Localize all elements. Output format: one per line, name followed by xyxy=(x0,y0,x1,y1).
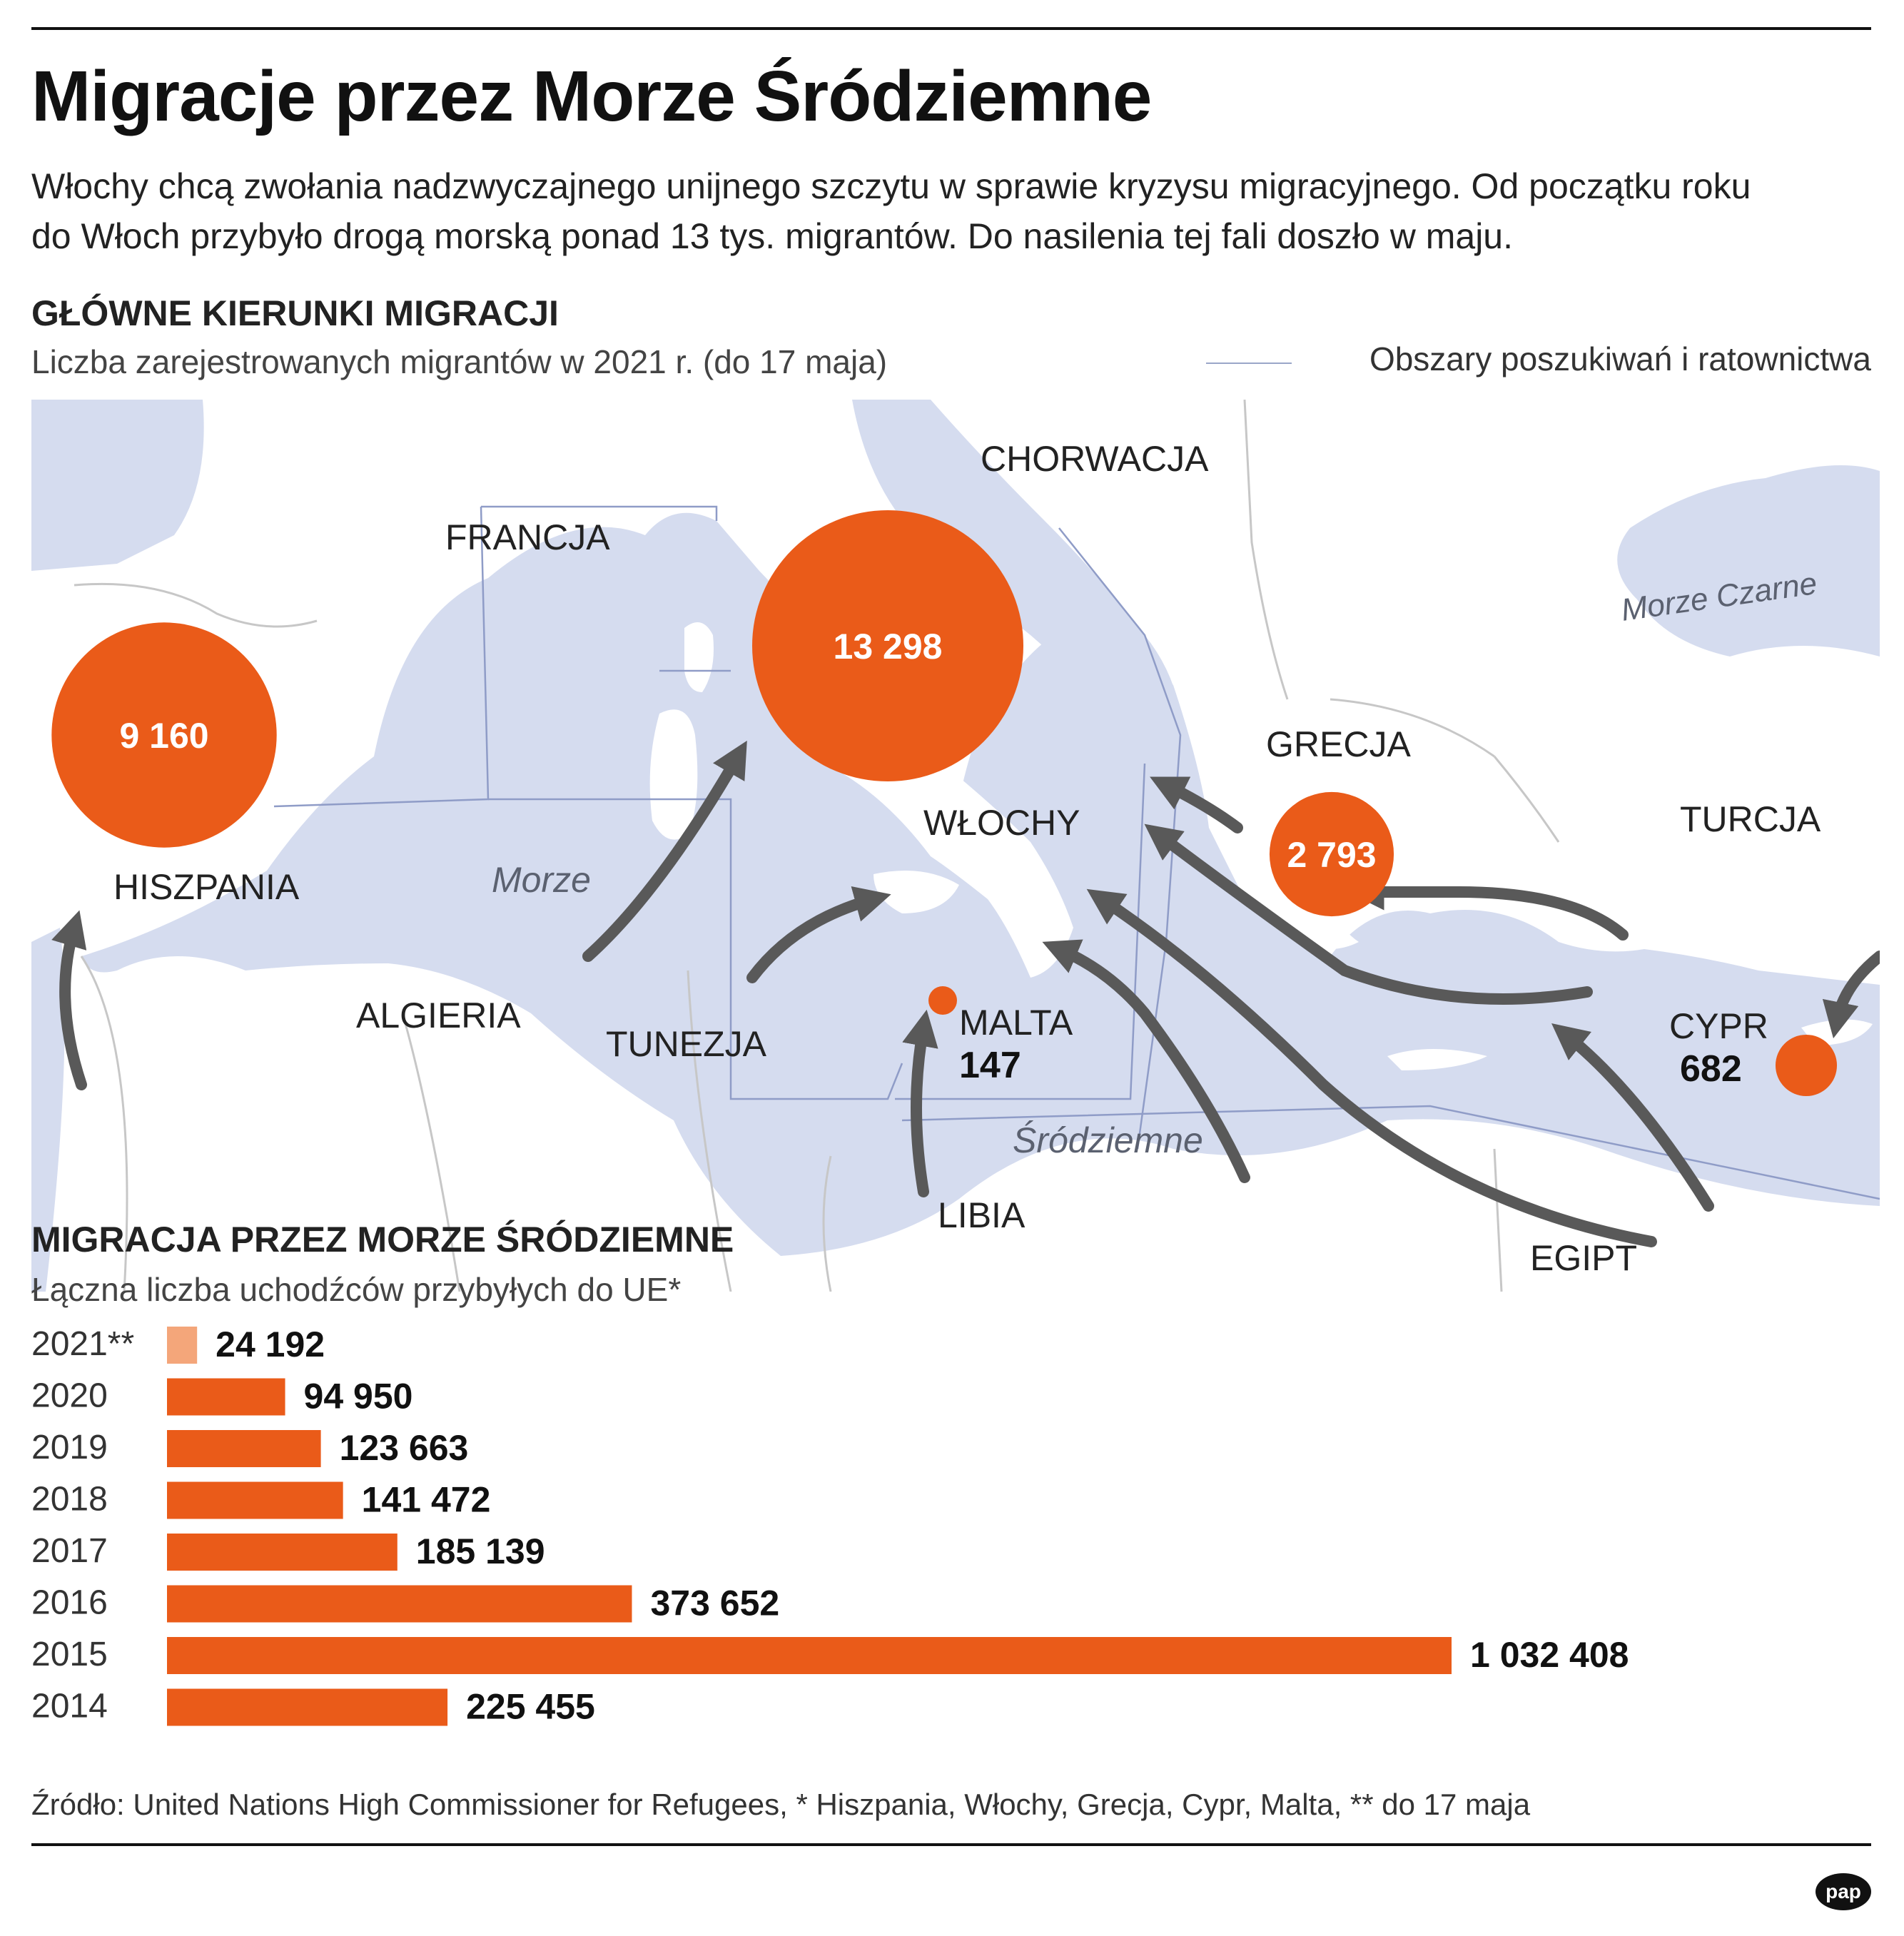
arrow-algeria-to-sardinia xyxy=(582,740,747,962)
label-chorwacja: CHORWACJA xyxy=(981,439,1209,479)
label-grecja: GRECJA xyxy=(1266,724,1411,764)
label-cypr: CYPR xyxy=(1669,1006,1768,1046)
bubble-włochy xyxy=(752,510,1023,781)
bar-value-label: 225 455 xyxy=(466,1687,595,1727)
bubble-grecja xyxy=(1269,791,1394,917)
label-morze: Morze xyxy=(492,860,591,900)
bar-chart-subtitle: Łączna liczba uchodźców przybyłych do UE… xyxy=(31,1271,682,1308)
migration-map: 9 160 13 298 2 793 FRANCJA CHORWACJA HISZP… xyxy=(31,400,1880,1292)
bottom-rule xyxy=(31,1843,1871,1846)
map-legend: Obszary poszukiwań i ratownictwa xyxy=(1206,340,1871,382)
sar-line-swatch xyxy=(1206,363,1292,364)
bubble-label-włochy: 13 298 xyxy=(834,627,943,667)
label-francja: FRANCJA xyxy=(445,517,610,557)
bar-2017 xyxy=(167,1534,397,1571)
value-malta: 147 xyxy=(959,1045,1021,1086)
value-cypr: 682 xyxy=(1680,1048,1742,1090)
bar-value-label: 94 950 xyxy=(304,1377,413,1416)
bar-2019 xyxy=(167,1430,321,1467)
bar-2018 xyxy=(167,1481,343,1519)
bar-category-label: 2014 xyxy=(31,1688,108,1725)
bar-value-label: 1 032 408 xyxy=(1470,1635,1629,1675)
bar-category-label: 2016 xyxy=(31,1584,108,1622)
label-tunezja: TUNEZJA xyxy=(606,1024,767,1064)
source-note: Źródło: United Nations High Commissioner… xyxy=(31,1788,1531,1821)
arrow-libya-to-italy xyxy=(1042,939,1250,1183)
bar-value-label: 123 663 xyxy=(340,1428,469,1468)
label-malta: MALTA xyxy=(959,1003,1073,1043)
bar-category-label: 2015 xyxy=(31,1636,108,1673)
lead-line-2: do Włoch przybyło drogą morską ponad 13 … xyxy=(31,216,1514,256)
arrow-turkey-to-italy xyxy=(1144,823,1593,1005)
bubble-label-grecja: 2 793 xyxy=(1287,835,1376,875)
bar-chart: 2021** 24 192 2020 94 950 2019 123 663 2018 141… xyxy=(31,1324,1629,1727)
arrow-to-cyprus xyxy=(1822,951,1880,1039)
page-title: Migracje przez Morze Śródziemne xyxy=(31,56,1152,136)
arrow-to-spain xyxy=(51,910,87,1090)
bar-2015 xyxy=(167,1637,1452,1674)
top-rule xyxy=(31,27,1871,30)
lead-line-1: Włochy chcą zwołania nadzwyczajnego unij… xyxy=(31,166,1751,206)
bar-category-label: 2020 xyxy=(31,1377,108,1415)
bar-category-label: 2017 xyxy=(31,1532,108,1570)
bar-value-label: 373 652 xyxy=(650,1583,779,1623)
bar-2014 xyxy=(167,1688,448,1726)
bar-chart-title: MIGRACJA PRZEZ MORZE ŚRÓDZIEMNE xyxy=(31,1220,734,1260)
arrow-tunisia-to-sicily xyxy=(746,886,891,983)
label-algieria: ALGIERIA xyxy=(356,995,521,1035)
arrow-egypt-to-turkey xyxy=(1551,1023,1714,1212)
map-subheading: Liczba zarejestrowanych migrantów w 2021… xyxy=(31,343,888,380)
legend-label: Obszary poszukiwań i ratownictwa xyxy=(1369,340,1871,377)
bubble-cypr xyxy=(1775,1034,1838,1097)
bar-2021 xyxy=(167,1327,198,1364)
label-srodziemne: Śródziemne xyxy=(1013,1120,1203,1160)
bar-2020 xyxy=(167,1378,285,1416)
bar-category-label: 2019 xyxy=(31,1429,108,1466)
bubble-malta xyxy=(928,986,957,1015)
arrow-libya-to-malta xyxy=(902,1009,938,1197)
label-libia: LIBIA xyxy=(938,1195,1026,1235)
bar-value-label: 141 472 xyxy=(362,1480,491,1520)
label-turcja: TURCJA xyxy=(1680,799,1821,839)
label-egipt: EGIPT xyxy=(1530,1238,1637,1278)
bar-value-label: 185 139 xyxy=(416,1531,545,1571)
map-heading: GŁÓWNE KIERUNKI MIGRACJI xyxy=(31,293,559,333)
bar-category-label: 2021** xyxy=(31,1325,134,1363)
bubble-hiszpania xyxy=(51,622,277,848)
label-hiszpania: HISZPANIA xyxy=(113,867,300,907)
label-wlochy: WŁOCHY xyxy=(923,803,1080,843)
bar-2016 xyxy=(167,1585,632,1623)
bar-value-label: 24 192 xyxy=(216,1324,325,1364)
arrow-egypt-to-italy xyxy=(1086,888,1657,1247)
arrow-turkey-to-greece xyxy=(1347,873,1629,941)
arrow-greece-to-italy xyxy=(1150,776,1243,833)
bubble-label-hiszpania: 9 160 xyxy=(119,716,208,756)
pap-logo: pap xyxy=(1816,1873,1871,1910)
bar-category-label: 2018 xyxy=(31,1481,108,1519)
